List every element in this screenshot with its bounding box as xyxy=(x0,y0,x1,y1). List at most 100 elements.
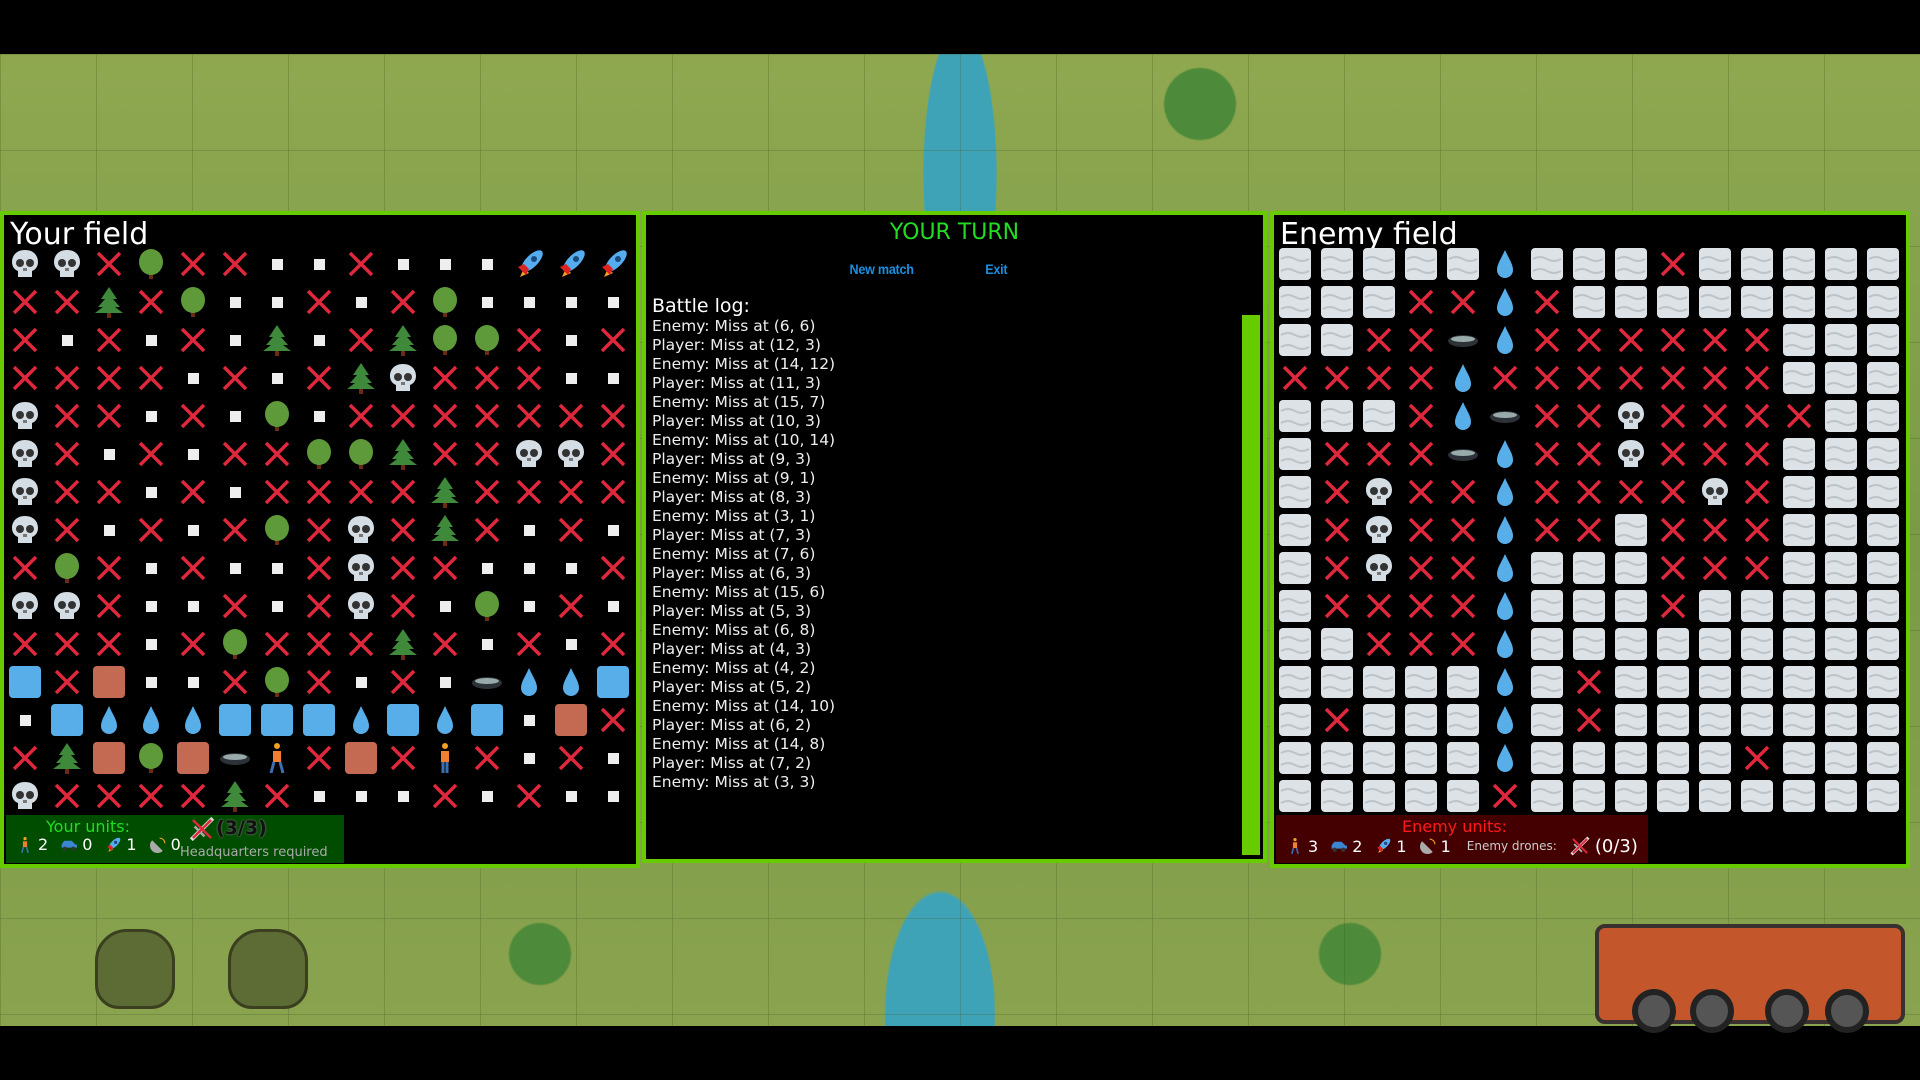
cell-cloud-fog[interactable] xyxy=(1736,701,1778,739)
cell-cloud-fog[interactable] xyxy=(1568,549,1610,587)
cell-cloud-fog[interactable] xyxy=(1652,777,1694,815)
cell-cloud-fog[interactable] xyxy=(1610,283,1652,321)
cell-cloud-fog[interactable] xyxy=(1274,663,1316,701)
cell-cloud-fog[interactable] xyxy=(1694,663,1736,701)
cell-cloud-fog[interactable] xyxy=(1316,397,1358,435)
cell-cloud-fog[interactable] xyxy=(1568,777,1610,815)
cell-cloud-fog[interactable] xyxy=(1400,245,1442,283)
cell-cloud-fog[interactable] xyxy=(1400,663,1442,701)
cell-cloud-fog[interactable] xyxy=(1862,739,1904,777)
cell-cloud-fog[interactable] xyxy=(1400,777,1442,815)
cell-cloud-fog[interactable] xyxy=(1358,701,1400,739)
cell-cloud-fog[interactable] xyxy=(1652,663,1694,701)
cell-cloud-fog[interactable] xyxy=(1862,625,1904,663)
cell-cloud-fog[interactable] xyxy=(1736,777,1778,815)
cell-cloud-fog[interactable] xyxy=(1610,245,1652,283)
cell-cloud-fog[interactable] xyxy=(1736,245,1778,283)
cell-cloud-fog[interactable] xyxy=(1820,245,1862,283)
cell-cloud-fog[interactable] xyxy=(1694,739,1736,777)
cell-cloud-fog[interactable] xyxy=(1652,283,1694,321)
cell-cloud-fog[interactable] xyxy=(1694,245,1736,283)
cell-cloud-fog[interactable] xyxy=(1274,777,1316,815)
cell-cloud-fog[interactable] xyxy=(1778,587,1820,625)
cell-cloud-fog[interactable] xyxy=(1274,587,1316,625)
cell-cloud-fog[interactable] xyxy=(1316,321,1358,359)
cell-cloud-fog[interactable] xyxy=(1568,245,1610,283)
cell-cloud-fog[interactable] xyxy=(1526,549,1568,587)
cell-cloud-fog[interactable] xyxy=(1862,397,1904,435)
cell-cloud-fog[interactable] xyxy=(1694,625,1736,663)
cell-cloud-fog[interactable] xyxy=(1316,777,1358,815)
cell-cloud-fog[interactable] xyxy=(1862,435,1904,473)
cell-cloud-fog[interactable] xyxy=(1358,663,1400,701)
cell-cloud-fog[interactable] xyxy=(1736,587,1778,625)
cell-cloud-fog[interactable] xyxy=(1778,435,1820,473)
cell-cloud-fog[interactable] xyxy=(1526,625,1568,663)
cell-cloud-fog[interactable] xyxy=(1778,321,1820,359)
cell-cloud-fog[interactable] xyxy=(1862,511,1904,549)
cell-cloud-fog[interactable] xyxy=(1862,359,1904,397)
cell-cloud-fog[interactable] xyxy=(1274,739,1316,777)
cell-cloud-fog[interactable] xyxy=(1820,473,1862,511)
cell-cloud-fog[interactable] xyxy=(1526,739,1568,777)
cell-cloud-fog[interactable] xyxy=(1694,777,1736,815)
cell-cloud-fog[interactable] xyxy=(1442,663,1484,701)
cell-cloud-fog[interactable] xyxy=(1358,777,1400,815)
cell-cloud-fog[interactable] xyxy=(1526,777,1568,815)
cell-cloud-fog[interactable] xyxy=(1778,701,1820,739)
cell-cloud-fog[interactable] xyxy=(1652,625,1694,663)
cell-cloud-fog[interactable] xyxy=(1862,777,1904,815)
cell-cloud-fog[interactable] xyxy=(1778,777,1820,815)
cell-cloud-fog[interactable] xyxy=(1358,739,1400,777)
cell-cloud-fog[interactable] xyxy=(1778,511,1820,549)
cell-cloud-fog[interactable] xyxy=(1610,511,1652,549)
cell-cloud-fog[interactable] xyxy=(1568,587,1610,625)
cell-cloud-fog[interactable] xyxy=(1736,625,1778,663)
cell-cloud-fog[interactable] xyxy=(1526,245,1568,283)
cell-cloud-fog[interactable] xyxy=(1736,663,1778,701)
cell-cloud-fog[interactable] xyxy=(1442,245,1484,283)
cell-cloud-fog[interactable] xyxy=(1736,283,1778,321)
cell-cloud-fog[interactable] xyxy=(1820,777,1862,815)
cell-cloud-fog[interactable] xyxy=(1862,473,1904,511)
cell-cloud-fog[interactable] xyxy=(1316,663,1358,701)
cell-cloud-fog[interactable] xyxy=(1610,587,1652,625)
cell-cloud-fog[interactable] xyxy=(1820,549,1862,587)
battle-log-scrollbar[interactable] xyxy=(1242,315,1260,855)
cell-cloud-fog[interactable] xyxy=(1862,701,1904,739)
cell-cloud-fog[interactable] xyxy=(1568,739,1610,777)
cell-cloud-fog[interactable] xyxy=(1862,587,1904,625)
cell-cloud-fog[interactable] xyxy=(1862,321,1904,359)
cell-cloud-fog[interactable] xyxy=(1694,283,1736,321)
cell-cloud-fog[interactable] xyxy=(1862,549,1904,587)
cell-cloud-fog[interactable] xyxy=(1778,283,1820,321)
cell-cloud-fog[interactable] xyxy=(1862,663,1904,701)
cell-cloud-fog[interactable] xyxy=(1820,511,1862,549)
cell-cloud-fog[interactable] xyxy=(1526,663,1568,701)
cell-cloud-fog[interactable] xyxy=(1820,587,1862,625)
cell-cloud-fog[interactable] xyxy=(1778,739,1820,777)
cell-cloud-fog[interactable] xyxy=(1778,245,1820,283)
cell-cloud-fog[interactable] xyxy=(1820,739,1862,777)
cell-cloud-fog[interactable] xyxy=(1526,701,1568,739)
cell-cloud-fog[interactable] xyxy=(1358,397,1400,435)
cell-cloud-fog[interactable] xyxy=(1568,283,1610,321)
cell-cloud-fog[interactable] xyxy=(1820,625,1862,663)
cell-cloud-fog[interactable] xyxy=(1820,663,1862,701)
cell-cloud-fog[interactable] xyxy=(1442,777,1484,815)
cell-cloud-fog[interactable] xyxy=(1442,739,1484,777)
cell-cloud-fog[interactable] xyxy=(1400,701,1442,739)
cell-cloud-fog[interactable] xyxy=(1862,245,1904,283)
cell-cloud-fog[interactable] xyxy=(1652,701,1694,739)
drone-disabled-icon[interactable] xyxy=(188,815,216,843)
cell-cloud-fog[interactable] xyxy=(1862,283,1904,321)
cell-cloud-fog[interactable] xyxy=(1316,283,1358,321)
cell-cloud-fog[interactable] xyxy=(1610,701,1652,739)
cell-cloud-fog[interactable] xyxy=(1778,473,1820,511)
cell-cloud-fog[interactable] xyxy=(1820,283,1862,321)
cell-cloud-fog[interactable] xyxy=(1778,359,1820,397)
cell-cloud-fog[interactable] xyxy=(1274,283,1316,321)
cell-cloud-fog[interactable] xyxy=(1694,587,1736,625)
cell-cloud-fog[interactable] xyxy=(1568,625,1610,663)
cell-cloud-fog[interactable] xyxy=(1694,701,1736,739)
